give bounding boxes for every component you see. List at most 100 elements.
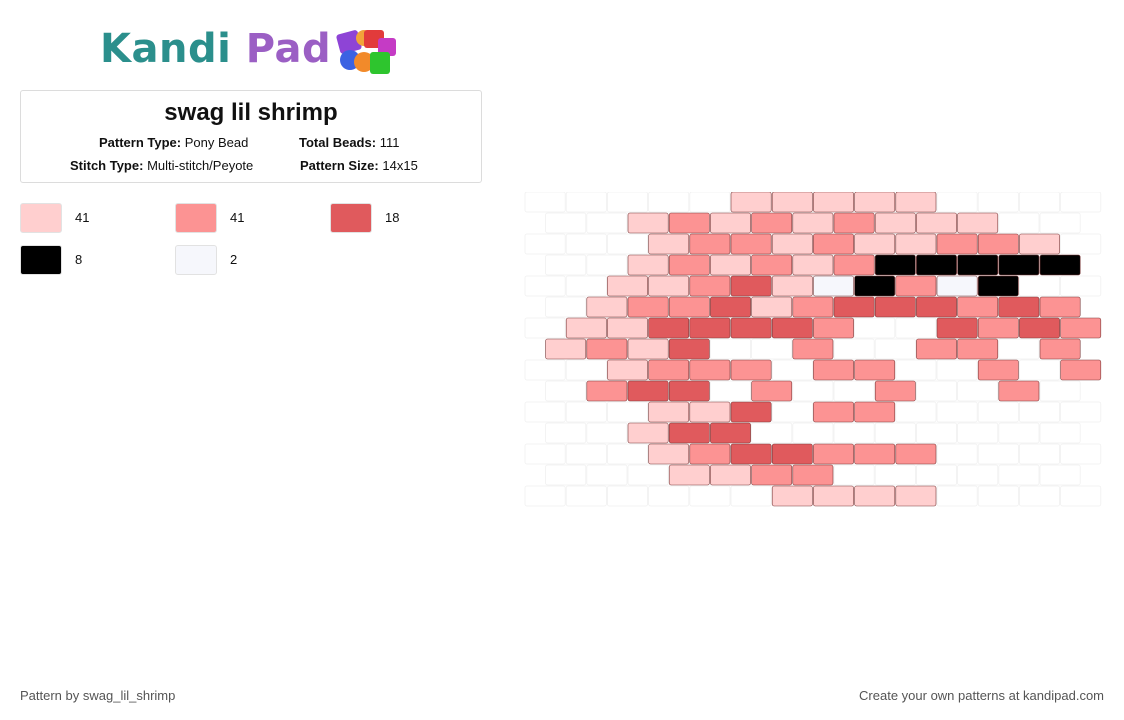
bead xyxy=(668,254,710,276)
bead xyxy=(936,233,978,255)
color-swatch xyxy=(20,203,62,233)
bead-count: 41 xyxy=(230,210,245,225)
bead xyxy=(1039,296,1081,318)
kandipad-link[interactable]: Create your own patterns at kandipad.com xyxy=(859,688,1104,703)
empty-bead-slot xyxy=(977,485,1019,507)
bead xyxy=(874,212,916,234)
empty-bead-slot xyxy=(936,443,978,465)
bead xyxy=(1060,359,1102,381)
bead xyxy=(730,233,772,255)
bead xyxy=(916,254,957,276)
bead xyxy=(895,192,937,213)
bead xyxy=(627,338,669,360)
bead xyxy=(895,275,937,297)
empty-bead-slot xyxy=(524,192,566,213)
bead-count: 18 xyxy=(385,210,400,225)
bead xyxy=(895,485,937,507)
bead xyxy=(936,317,978,339)
bead xyxy=(689,233,731,255)
empty-bead-slot xyxy=(524,233,566,255)
bead xyxy=(730,443,772,465)
bead xyxy=(689,401,731,423)
bead xyxy=(771,485,813,507)
empty-bead-slot xyxy=(565,275,607,297)
bead xyxy=(874,296,916,318)
bead xyxy=(854,485,896,507)
empty-bead-slot xyxy=(565,192,607,213)
empty-bead-slot xyxy=(586,422,628,444)
empty-bead-slot xyxy=(936,485,978,507)
bead xyxy=(730,359,772,381)
kandi-pad-logo[interactable]: Kandi Pad xyxy=(100,24,410,80)
empty-bead-slot xyxy=(524,317,566,339)
bead xyxy=(607,317,648,339)
bead xyxy=(668,380,710,402)
empty-bead-slot xyxy=(1060,275,1102,297)
bead xyxy=(792,254,834,276)
bead xyxy=(627,380,669,402)
empty-bead-slot xyxy=(977,192,1019,213)
bead xyxy=(998,254,1040,276)
empty-bead-slot xyxy=(565,359,607,381)
empty-bead-slot xyxy=(545,464,587,486)
bead xyxy=(977,359,1019,381)
bead xyxy=(751,464,793,486)
bead xyxy=(874,380,916,402)
empty-bead-slot xyxy=(565,401,607,423)
bead xyxy=(668,422,710,444)
bead xyxy=(586,338,628,360)
empty-bead-slot xyxy=(1060,485,1102,507)
bead xyxy=(730,192,772,213)
bead xyxy=(957,212,999,234)
pattern-info-card: swag lil shrimp Pattern Type: Pony Bead … xyxy=(20,90,482,183)
bead xyxy=(751,380,793,402)
empty-bead-slot xyxy=(874,422,916,444)
bead xyxy=(977,233,1019,255)
empty-bead-slot xyxy=(545,212,587,234)
bead xyxy=(874,254,916,276)
bead xyxy=(792,338,834,360)
empty-bead-slot xyxy=(545,422,587,444)
bead xyxy=(854,359,896,381)
empty-bead-slot xyxy=(1039,212,1081,234)
empty-bead-slot xyxy=(977,443,1019,465)
bead xyxy=(998,380,1040,402)
bead xyxy=(792,212,834,234)
bead xyxy=(854,192,896,213)
empty-bead-slot xyxy=(524,275,566,297)
bead xyxy=(813,485,854,507)
pattern-type: Pattern Type: Pony Bead xyxy=(99,135,249,150)
bead xyxy=(771,275,813,297)
bead xyxy=(689,317,731,339)
bead xyxy=(648,443,690,465)
bead xyxy=(957,338,999,360)
bead xyxy=(813,317,854,339)
color-swatch xyxy=(175,245,217,275)
color-swatch xyxy=(20,245,62,275)
bead xyxy=(627,254,669,276)
bead xyxy=(586,380,628,402)
empty-bead-slot xyxy=(524,443,566,465)
pattern-title: swag lil shrimp xyxy=(164,99,338,126)
bead xyxy=(648,233,690,255)
color-swatch xyxy=(175,203,217,233)
empty-bead-slot xyxy=(833,338,875,360)
empty-bead-slot xyxy=(607,485,649,507)
empty-bead-slot xyxy=(936,359,978,381)
bead xyxy=(710,296,751,318)
empty-bead-slot xyxy=(1019,443,1061,465)
bead xyxy=(648,317,690,339)
logo-wordmark: Kandi Pad xyxy=(100,26,332,72)
bead xyxy=(957,296,999,318)
empty-bead-slot xyxy=(524,359,566,381)
bead xyxy=(648,401,690,423)
bead xyxy=(545,338,587,360)
bead xyxy=(854,275,896,297)
bead xyxy=(710,254,751,276)
pattern-credit: Pattern by swag_lil_shrimp xyxy=(20,688,176,703)
bead xyxy=(710,464,751,486)
bead xyxy=(854,401,896,423)
bead xyxy=(689,275,731,297)
empty-bead-slot xyxy=(936,192,978,213)
empty-bead-slot xyxy=(833,464,875,486)
